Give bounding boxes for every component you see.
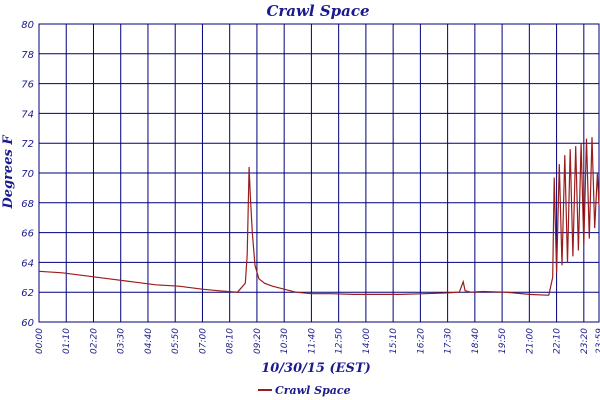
x-tick-label: 23:20 xyxy=(580,328,590,354)
x-tick-label: 04:40 xyxy=(144,328,154,354)
x-tick-label: 03:30 xyxy=(117,328,127,354)
y-tick-label: 60 xyxy=(21,318,34,329)
x-tick-label: 07:00 xyxy=(198,328,208,354)
y-tick-label: 78 xyxy=(21,50,34,61)
x-tick-label: 01:10 xyxy=(62,328,72,354)
series-layer xyxy=(38,137,600,296)
y-tick-label: 66 xyxy=(21,229,34,240)
y-tick-label: 64 xyxy=(21,258,34,269)
x-axis-ticks: 00:00 01:10 02:20 03:30 04:40 05:50 07:00 08:10… xyxy=(35,328,600,354)
legend-entry-crawl-space: Crawl Space xyxy=(275,384,351,397)
x-tick-label: 12:50 xyxy=(335,328,345,354)
series-line-crawl-space xyxy=(38,137,600,296)
chart-title: Crawl Space xyxy=(266,2,369,20)
y-axis-label: Degrees F xyxy=(1,135,16,210)
x-tick-label: 23:59 xyxy=(595,328,600,354)
y-tick-label: 62 xyxy=(21,288,34,299)
x-tick-label: 08:10 xyxy=(226,328,236,354)
y-tick-label: 80 xyxy=(21,20,34,31)
x-tick-label: 10:30 xyxy=(280,328,290,354)
grid xyxy=(38,23,600,323)
x-tick-label: 19:50 xyxy=(498,328,508,354)
x-tick-label: 05:50 xyxy=(171,328,181,354)
y-axis-ticks: 60 62 64 66 68 70 72 74 76 78 80 xyxy=(21,20,34,329)
x-tick-label: 22:10 xyxy=(553,328,563,354)
x-tick-label: 21:00 xyxy=(525,328,535,354)
x-tick-label: 11:40 xyxy=(307,328,317,354)
x-tick-label: 02:20 xyxy=(89,328,99,354)
y-tick-label: 70 xyxy=(21,169,34,180)
x-tick-label: 16:20 xyxy=(416,328,426,354)
x-tick-label: 14:00 xyxy=(362,328,372,354)
x-tick-label: 15:10 xyxy=(389,328,399,354)
y-tick-label: 74 xyxy=(21,109,34,120)
x-tick-label: 18:40 xyxy=(471,328,481,354)
legend: Crawl Space xyxy=(258,384,351,397)
x-tick-label: 00:00 xyxy=(35,328,45,354)
y-tick-label: 76 xyxy=(21,80,34,91)
y-tick-label: 72 xyxy=(21,139,34,150)
x-tick-label: 09:20 xyxy=(253,328,263,354)
y-tick-label: 68 xyxy=(21,199,34,210)
x-axis-label: 10/30/15 (EST) xyxy=(261,361,371,376)
x-tick-label: 17:30 xyxy=(444,328,454,354)
